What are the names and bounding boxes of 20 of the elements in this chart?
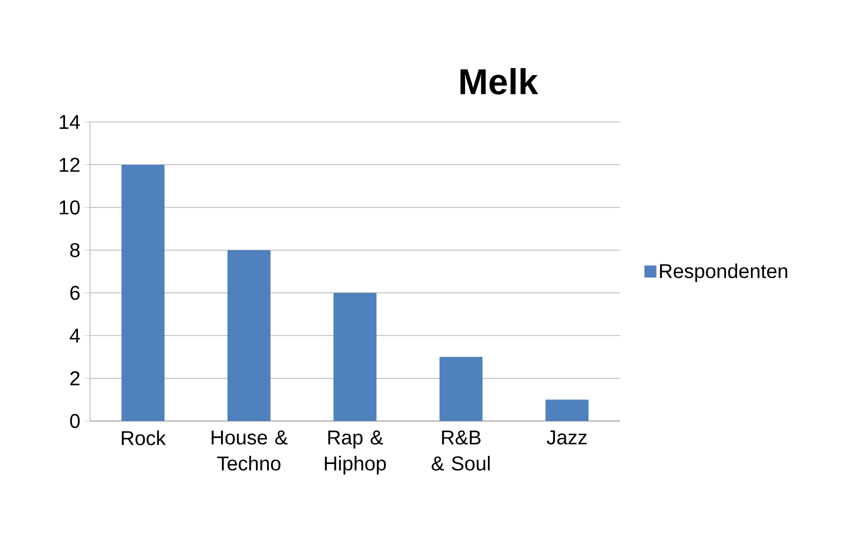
x-tick-label: Rap & Hiphop: [324, 430, 386, 475]
y-tick-label: 12: [60, 158, 80, 172]
x-tick-label: House & Techno: [212, 430, 288, 471]
x-tick-label: R&B & Soul: [432, 430, 490, 471]
y-tick-label: 6: [70, 286, 80, 300]
bar: [228, 250, 271, 421]
y-tick-label: 10: [60, 200, 80, 214]
bar: [440, 356, 483, 421]
y-tick-label: 0: [70, 414, 80, 428]
bar: [334, 292, 377, 421]
x-tick-label: Jazz: [546, 430, 587, 444]
chart-title: Melk: [460, 68, 538, 95]
y-tick-label: 2: [70, 371, 80, 386]
y-tick-label: 8: [70, 243, 80, 258]
y-tick-label: 4: [70, 328, 80, 342]
bar: [546, 400, 589, 421]
legend-label: Respondenten: [660, 264, 788, 282]
y-tick-label: 14: [60, 115, 80, 129]
bar: [122, 164, 165, 421]
x-tick-label: Rock: [122, 430, 166, 446]
